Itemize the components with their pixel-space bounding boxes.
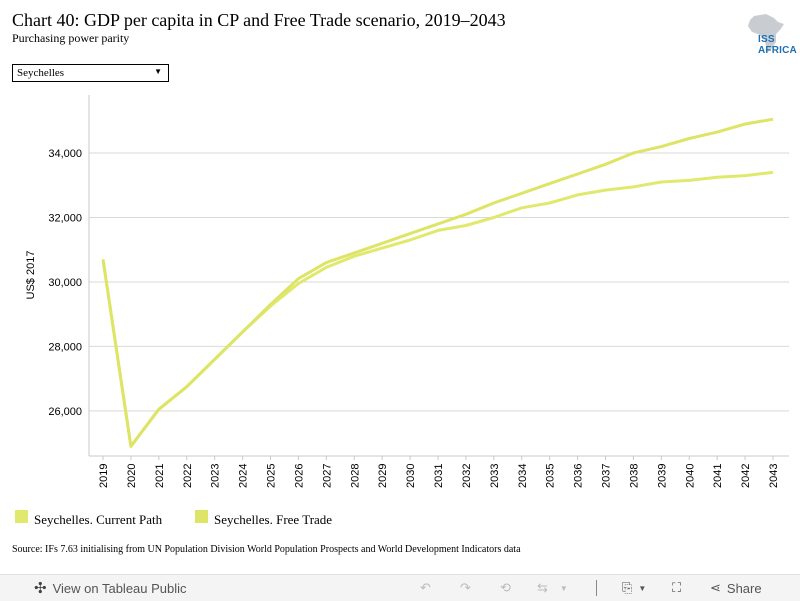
toolbar-divider (596, 580, 597, 596)
y-tick-label: 28,000 (48, 341, 82, 353)
x-tick-label: 2035 (545, 464, 557, 488)
y-tick-label: 32,000 (48, 212, 82, 224)
tableau-toolbar: ✣ View on Tableau Public ↶ ↷ ⟲ ⇆ ▼ ⎘ ▼ ⛶ ⋖… (0, 574, 800, 601)
x-tick-label: 2043 (768, 464, 780, 488)
y-tick-label: 26,000 (48, 406, 82, 418)
redo-icon: ↷ (460, 580, 471, 595)
legend-swatch (15, 510, 28, 523)
y-axis-label: US$ 2017 (25, 251, 37, 300)
x-tick-label: 2037 (601, 464, 613, 488)
legend-label: Seychelles. Current Path (34, 512, 163, 527)
africa-map-logo-icon (748, 14, 784, 52)
x-tick-label: 2030 (405, 464, 417, 488)
x-tick-label: 2040 (684, 464, 696, 488)
x-tick-label: 2029 (377, 464, 389, 488)
x-tick-label: 2022 (182, 464, 194, 488)
undo-icon: ↶ (420, 580, 431, 595)
download-button[interactable]: ⎘ ▼ (622, 580, 646, 596)
x-tick-label: 2033 (489, 464, 501, 488)
chevron-down-icon: ▼ (559, 583, 568, 593)
x-tick-label: 2027 (321, 464, 333, 488)
share-icon: ⋖ (710, 580, 721, 595)
x-tick-label: 2025 (266, 464, 278, 488)
series-line-current-path[interactable] (101, 170, 774, 448)
undo-button[interactable]: ↶ (420, 580, 431, 596)
x-tick-label: 2020 (126, 464, 138, 488)
x-tick-label: 2041 (712, 464, 724, 488)
redo-button[interactable]: ↷ (460, 580, 471, 596)
x-tick-label: 2023 (210, 464, 222, 488)
x-tick-label: 2028 (349, 464, 361, 488)
series-line-free-trade[interactable] (101, 117, 774, 448)
legend-label: Seychelles. Free Trade (214, 512, 333, 527)
chart-subtitle: Purchasing power parity (12, 31, 130, 45)
chart-title: Chart 40: GDP per capita in CP and Free … (12, 10, 506, 30)
country-filter-dropdown[interactable]: Seychelles ▼ (12, 64, 169, 82)
x-tick-label: 2039 (656, 464, 668, 488)
view-on-tableau-label: View on Tableau Public (52, 580, 187, 596)
y-tick-label: 34,000 (48, 148, 82, 160)
iss-africa-logo: ISS AFRICA (758, 34, 797, 56)
chevron-down-icon: ▼ (638, 583, 647, 593)
fullscreen-icon: ⛶ (672, 580, 682, 595)
x-tick-label: 2024 (238, 464, 250, 488)
share-button[interactable]: ⋖ Share (710, 580, 762, 596)
legend-swatch (195, 510, 208, 523)
fullscreen-button[interactable]: ⛶ (672, 580, 681, 596)
x-tick-label: 2021 (154, 464, 166, 488)
x-tick-label: 2032 (461, 464, 473, 488)
x-tick-label: 2034 (517, 464, 529, 488)
revert-icon: ⟲ (500, 580, 511, 595)
x-tick-label: 2038 (628, 464, 640, 488)
y-tick-label: 30,000 (48, 277, 82, 289)
chevron-down-icon: ▼ (154, 67, 162, 76)
download-icon: ⎘ (622, 580, 633, 595)
refresh-button[interactable]: ⇆ ▼ (537, 580, 568, 596)
x-tick-label: 2042 (740, 464, 752, 488)
refresh-icon: ⇆ (537, 580, 548, 595)
x-tick-label: 2036 (573, 464, 585, 488)
x-tick-label: 2019 (98, 464, 110, 488)
x-tick-label: 2031 (433, 464, 445, 488)
revert-button[interactable]: ⟲ (500, 580, 511, 596)
share-label: Share (726, 580, 762, 596)
country-filter-value: Seychelles (17, 67, 65, 79)
x-tick-label: 2026 (293, 464, 305, 488)
source-note: Source: IFs 7.63 initialising from UN Po… (12, 544, 521, 555)
view-on-tableau-button[interactable]: ✣ View on Tableau Public (34, 580, 187, 597)
tableau-icon: ✣ (34, 580, 47, 597)
